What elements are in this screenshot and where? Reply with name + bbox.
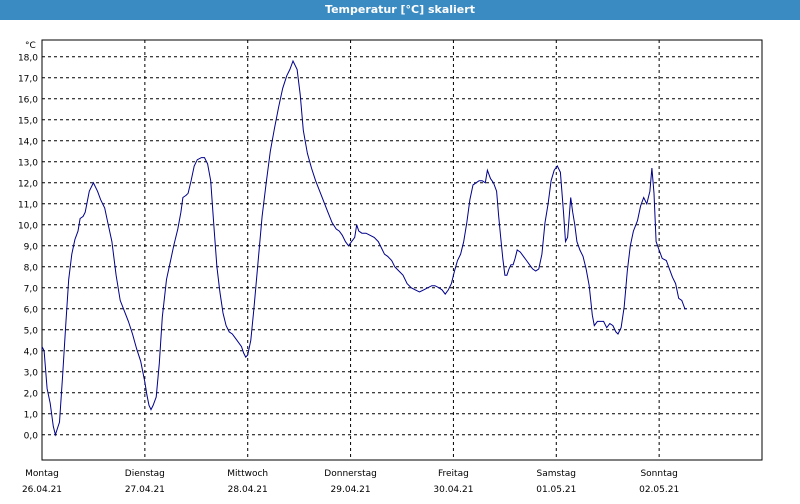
y-tick-label: 15,0 xyxy=(18,116,38,126)
y-tick-label: 2,0 xyxy=(24,389,39,399)
x-tick-day-label: Dienstag xyxy=(125,469,165,479)
x-tick-date-label: 02.05.21 xyxy=(639,485,679,495)
x-tick-date-label: 27.04.21 xyxy=(125,485,165,495)
x-tick-date-label: 30.04.21 xyxy=(433,485,473,495)
x-tick-date-label: 28.04.21 xyxy=(228,485,268,495)
x-tick-day-label: Freitag xyxy=(438,469,469,479)
y-tick-label: 9,0 xyxy=(24,242,39,252)
temperature-series-line xyxy=(41,59,687,437)
y-tick-label: 4,0 xyxy=(24,347,39,357)
x-tick-day-label: Sonntag xyxy=(640,469,677,479)
x-tick-day-label: Samstag xyxy=(537,469,576,479)
y-tick-label: 13,0 xyxy=(18,158,38,168)
chart-title: Temperatur [°C] skaliert xyxy=(0,0,800,20)
y-tick-label: 14,0 xyxy=(18,137,38,147)
x-axis-ticks: Montag 26.04.21 Dienstag 27.04.21 Mittwoch 28… xyxy=(22,469,679,495)
y-tick-label: 18,0 xyxy=(18,53,38,63)
y-axis-unit-label: °C xyxy=(25,41,36,51)
x-tick-day-label: Donnerstag xyxy=(324,469,377,479)
y-tick-label: 11,0 xyxy=(18,200,38,210)
plot-frame xyxy=(41,39,763,461)
y-tick-label: 17,0 xyxy=(18,74,38,84)
y-tick-label: 8,0 xyxy=(24,263,39,273)
x-tick-date-label: 26.04.21 xyxy=(22,485,62,495)
y-tick-label: 12,0 xyxy=(18,179,38,189)
x-tick-date-label: 01.05.21 xyxy=(536,485,576,495)
y-tick-label: 1,0 xyxy=(24,410,39,420)
y-tick-label: 5,0 xyxy=(24,326,39,336)
y-tick-label: 3,0 xyxy=(24,368,39,378)
y-tick-label: 16,0 xyxy=(18,95,38,105)
chart-area: 0,0 1,0 2,0 3,0 4,0 5,0 6,0 7,0 8,0 9,0 10,0 11,0 12… xyxy=(0,20,800,500)
x-tick-day-label: Mittwoch xyxy=(227,469,268,479)
x-tick-day-label: Montag xyxy=(25,469,59,479)
grid-lines xyxy=(42,40,762,460)
y-tick-label: 7,0 xyxy=(24,284,39,294)
y-tick-label: 10,0 xyxy=(18,221,38,231)
x-tick-date-label: 29.04.21 xyxy=(331,485,371,495)
y-tick-label: 6,0 xyxy=(24,305,39,315)
y-tick-label: 0,0 xyxy=(24,431,39,441)
temperature-chart: 0,0 1,0 2,0 3,0 4,0 5,0 6,0 7,0 8,0 9,0 10,0 11,0 12… xyxy=(18,39,763,495)
y-axis-ticks: 0,0 1,0 2,0 3,0 4,0 5,0 6,0 7,0 8,0 9,0 10,0 11,0 12… xyxy=(18,53,38,441)
